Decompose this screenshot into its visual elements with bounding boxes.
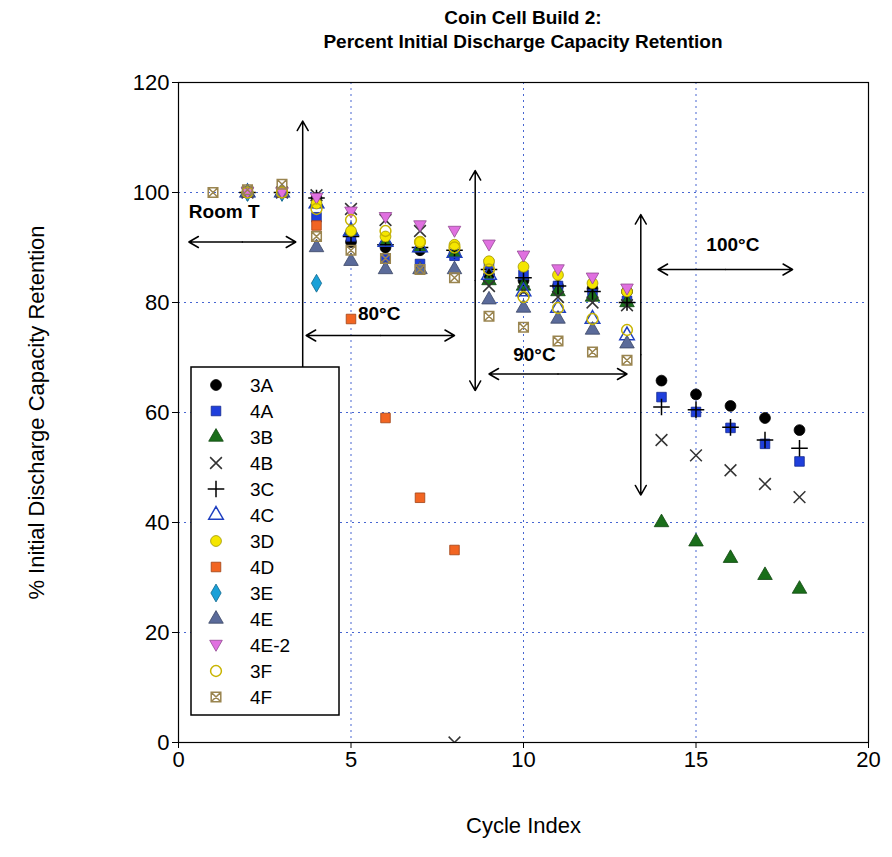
svg-text:10: 10 xyxy=(511,747,535,772)
svg-text:4D: 4D xyxy=(250,557,274,578)
svg-text:5: 5 xyxy=(345,747,357,772)
svg-text:3D: 3D xyxy=(250,531,274,552)
svg-text:0: 0 xyxy=(157,730,169,755)
svg-text:4E: 4E xyxy=(250,609,273,630)
svg-text:% Initial Discharge Capacity R: % Initial Discharge Capacity Retention xyxy=(24,225,49,599)
svg-text:4B: 4B xyxy=(250,453,273,474)
svg-text:3F: 3F xyxy=(250,661,272,682)
svg-text:20: 20 xyxy=(856,747,880,772)
svg-text:3C: 3C xyxy=(250,479,274,500)
svg-text:0: 0 xyxy=(172,747,184,772)
svg-text:90°C: 90°C xyxy=(513,344,556,365)
svg-text:120: 120 xyxy=(133,70,170,95)
svg-text:3E: 3E xyxy=(250,583,273,604)
svg-text:20: 20 xyxy=(145,620,169,645)
html-text:Coin Cell Build 2: Percent Ini: Coin Cell Build 2: Percent Initial Disch… xyxy=(323,7,723,52)
svg-text:4A: 4A xyxy=(250,401,274,422)
svg-text:4F: 4F xyxy=(250,687,272,708)
svg-text:100°C: 100°C xyxy=(706,234,759,255)
svg-text:80°C: 80°C xyxy=(358,303,401,324)
svg-text:3A: 3A xyxy=(250,375,274,396)
svg-text:15: 15 xyxy=(684,747,708,772)
svg-text:60: 60 xyxy=(145,400,169,425)
svg-text:4E-2: 4E-2 xyxy=(250,635,290,656)
svg-text:80: 80 xyxy=(145,290,169,315)
svg-text:3B: 3B xyxy=(250,427,273,448)
svg-text:Room T: Room T xyxy=(189,201,260,222)
svg-text:100: 100 xyxy=(133,180,170,205)
svg-text:4C: 4C xyxy=(250,505,274,526)
svg-text:Cycle Index: Cycle Index xyxy=(466,813,581,838)
svg-text:40: 40 xyxy=(145,510,169,535)
